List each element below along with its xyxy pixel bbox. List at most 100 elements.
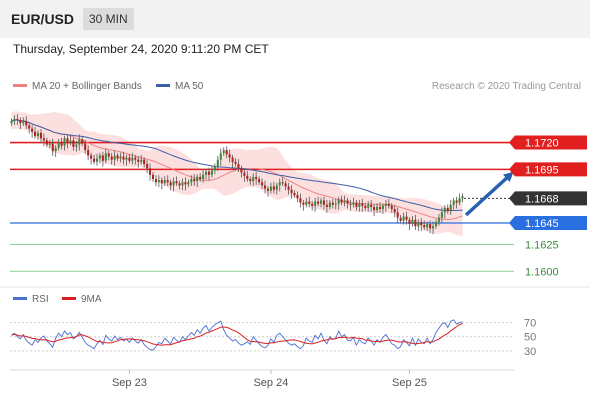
level-label-bg-1.1720 <box>509 135 587 150</box>
candle-body <box>384 203 387 206</box>
candle-body <box>16 118 19 121</box>
candle-body <box>31 128 34 132</box>
candle-body <box>28 125 31 129</box>
candle-body <box>446 207 449 212</box>
candle-body <box>78 139 81 145</box>
candle-body <box>210 170 213 175</box>
candle-body <box>334 203 337 205</box>
candle-body <box>325 204 328 207</box>
candle-body <box>219 153 222 160</box>
candle-body <box>281 182 284 184</box>
candle-body <box>299 198 302 203</box>
candle-body <box>461 196 464 199</box>
candle-body <box>411 219 414 225</box>
legend-rsi: RSI <box>13 294 49 305</box>
candle-body <box>331 202 334 205</box>
candle-body <box>63 138 66 146</box>
candle-body <box>72 140 75 147</box>
candle-body <box>48 143 51 145</box>
level-label-bg-1.1668 <box>509 191 587 206</box>
candle-body <box>387 203 390 206</box>
candle-body <box>272 186 275 190</box>
candle-body <box>390 205 393 210</box>
candle-body <box>405 216 408 220</box>
candle-body <box>399 217 402 221</box>
rsi-9ma-line <box>11 323 463 346</box>
candle-body <box>225 150 228 155</box>
candle-body <box>408 219 411 225</box>
legend-ma50-label: MA 50 <box>175 81 204 92</box>
rsi-level-label-50: 50 <box>524 332 536 344</box>
legend-9ma-label: 9MA <box>81 294 102 305</box>
candle-body <box>275 185 278 190</box>
candle-body <box>311 203 314 206</box>
candle-body <box>443 207 446 213</box>
ma20-line <box>11 119 463 221</box>
candle-body <box>234 161 237 164</box>
candle-body <box>337 199 340 204</box>
candle-body <box>184 182 187 185</box>
forecast-arrow <box>464 171 514 217</box>
candle-body <box>452 200 455 205</box>
candle-body <box>302 202 305 205</box>
candle-body <box>19 120 22 124</box>
candle-body <box>364 205 367 208</box>
candle-body <box>202 174 205 180</box>
legend-ma20-label: MA 20 + Bollinger Bands <box>32 81 142 92</box>
candle-body <box>423 225 426 228</box>
legend-9ma-swatch <box>62 296 76 300</box>
candle-body <box>263 185 267 189</box>
candle-body <box>119 156 122 159</box>
candle-body <box>172 181 175 186</box>
candle-body <box>166 180 169 183</box>
candle-body <box>429 224 432 229</box>
candle-body <box>51 143 54 152</box>
x-tick-label: Sep 23 <box>112 377 147 389</box>
candle-body <box>340 199 343 203</box>
candle-body <box>22 121 25 124</box>
candle-body <box>66 138 69 143</box>
candle-body <box>39 132 42 139</box>
rsi-level-label-30: 30 <box>524 346 536 358</box>
candle-body <box>255 176 258 180</box>
candle-body <box>249 179 252 182</box>
candle-body <box>216 159 219 167</box>
chart-header: EUR/USD 30 MIN <box>0 0 590 38</box>
level-labels: 1.1720 1.1695 1.1668 1.1645 1.1625 1.1600 <box>509 135 587 278</box>
candle-body <box>252 176 255 182</box>
timeframe-badge[interactable]: 30 MIN <box>83 8 134 30</box>
candle-body <box>458 198 461 203</box>
candle-body <box>346 200 349 204</box>
candle-body <box>196 176 199 182</box>
chart-datetime: Thursday, September 24, 2020 9:11:20 PM … <box>13 42 269 56</box>
candle-body <box>143 159 146 164</box>
candle-body <box>25 121 28 126</box>
bollinger-band-area <box>11 111 463 237</box>
candle-body <box>243 172 246 176</box>
legend-ma50: MA 50 <box>156 81 203 92</box>
candle-body <box>125 157 128 160</box>
bollinger-band <box>11 111 463 237</box>
candle-body <box>361 203 364 206</box>
candle-body <box>207 171 211 175</box>
candle-body <box>205 171 208 175</box>
candlesticks <box>10 114 464 235</box>
candle-body <box>420 221 423 226</box>
candle-body <box>261 182 264 186</box>
candle-body <box>414 219 417 227</box>
candle-body <box>113 155 116 160</box>
chart-credit: Research © 2020 Trading Central <box>431 81 581 92</box>
candle-body <box>370 204 373 207</box>
candle-body <box>308 201 311 204</box>
candle-body <box>343 200 346 203</box>
level-label-1.1600: 1.1600 <box>525 266 559 278</box>
candle-body <box>149 168 152 175</box>
symbol-label: EUR/USD <box>11 11 75 27</box>
candle-body <box>402 216 405 221</box>
candle-body <box>57 142 60 148</box>
level-label-1.1645: 1.1645 <box>525 218 559 230</box>
candle-body <box>381 205 384 210</box>
candle-body <box>151 174 155 180</box>
candle-body <box>34 131 37 137</box>
